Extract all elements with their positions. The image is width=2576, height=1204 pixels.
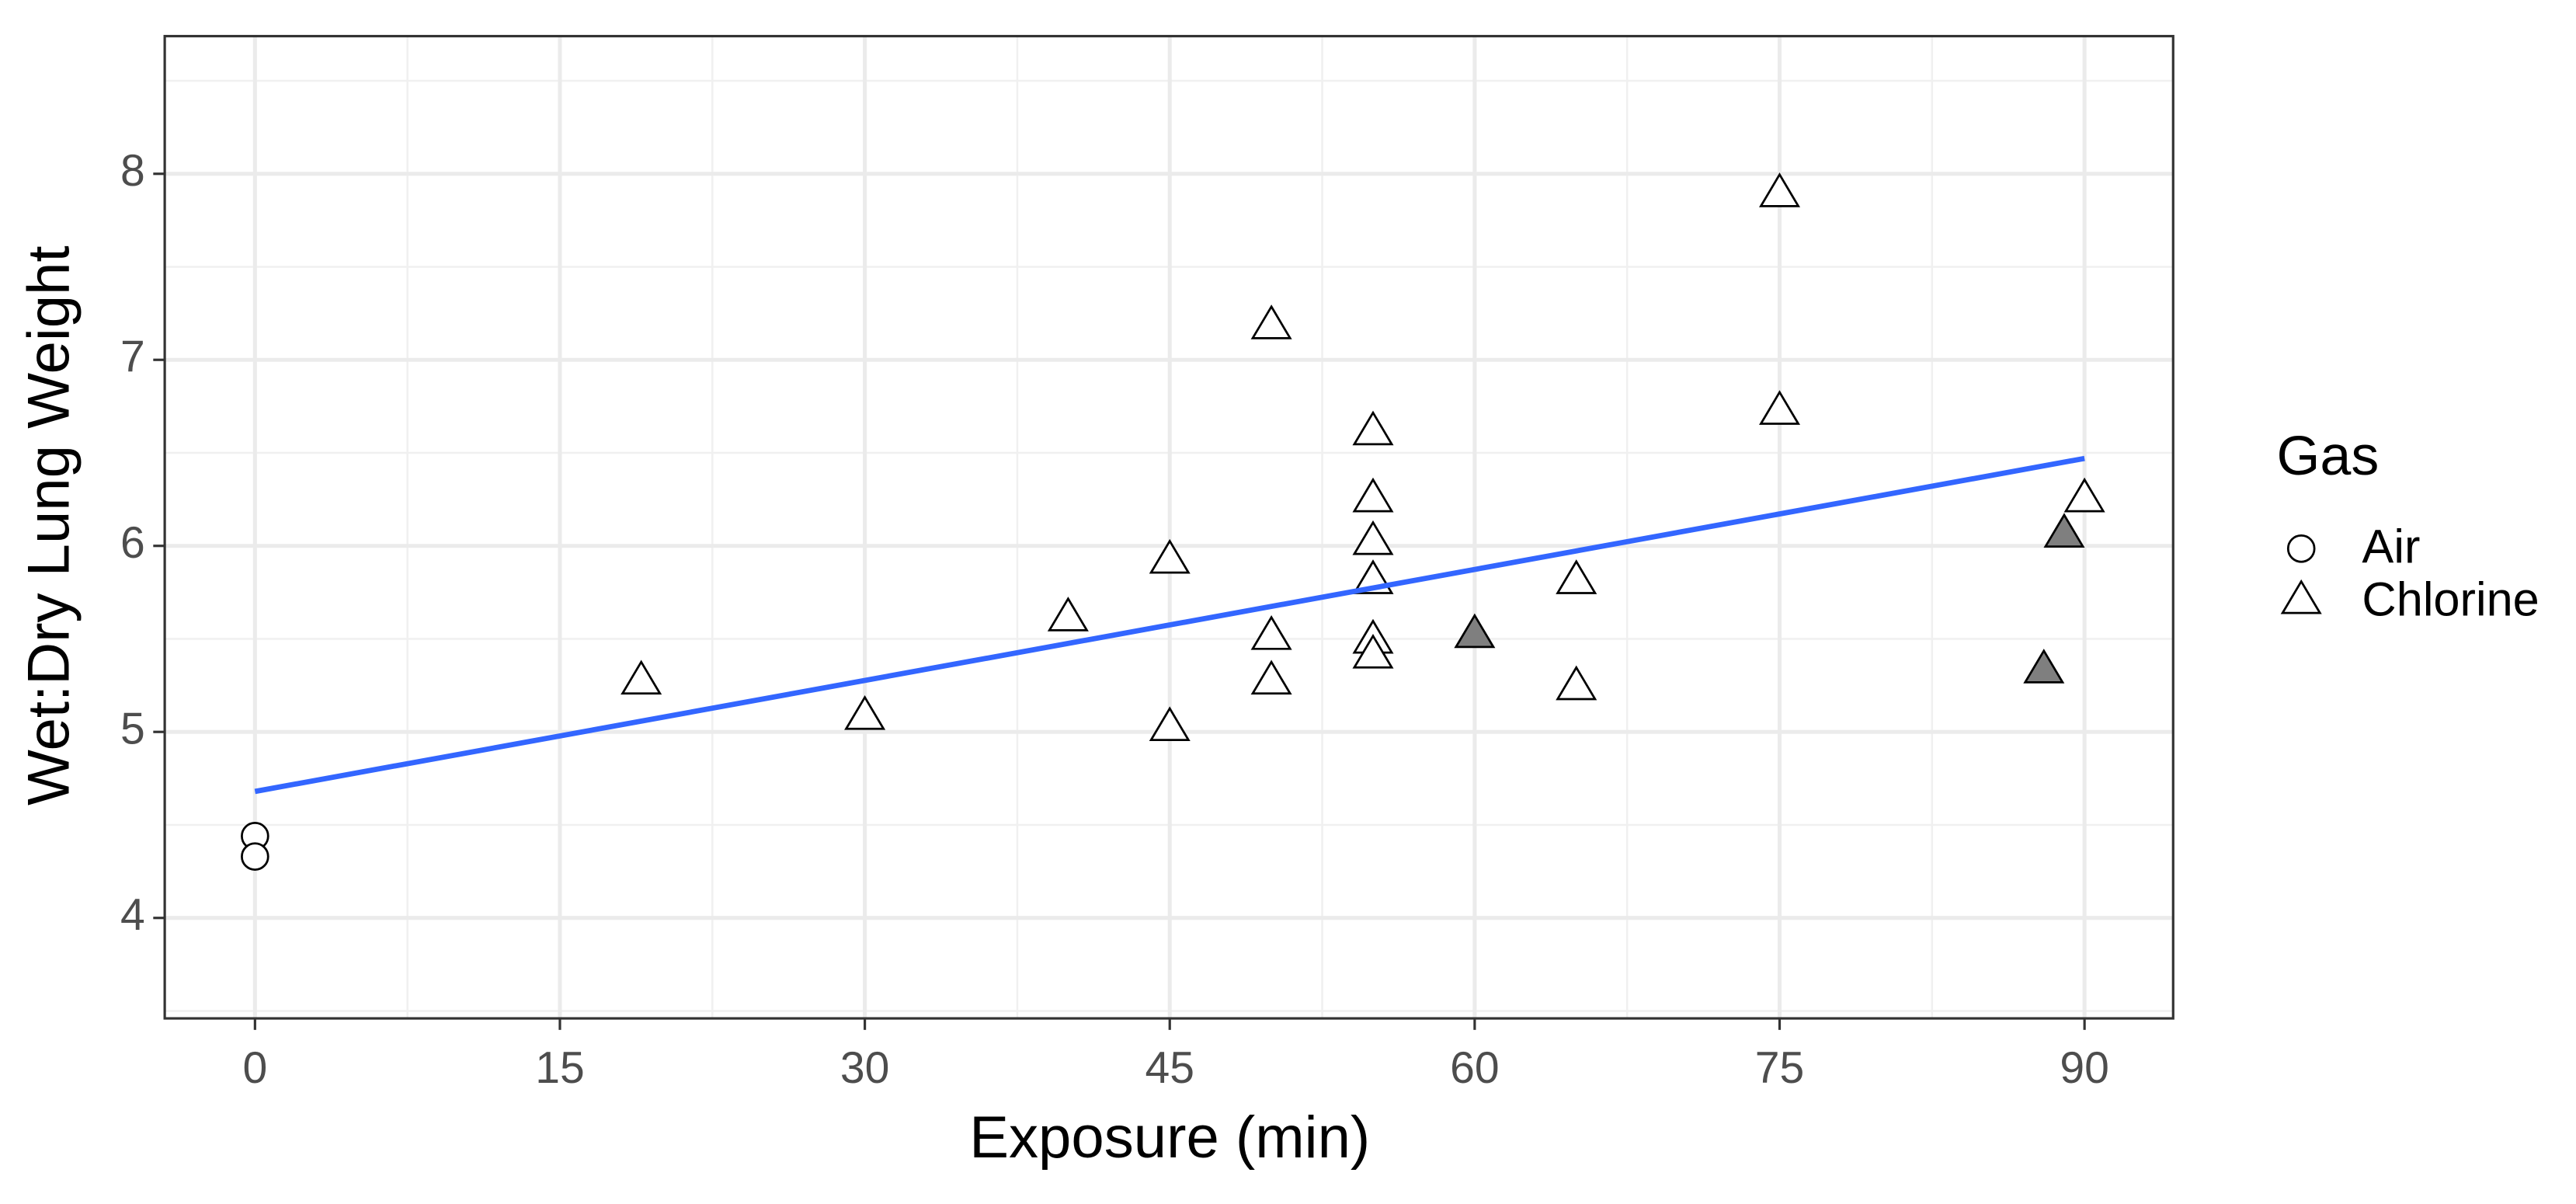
- point: [1352, 477, 1394, 513]
- point: [844, 695, 886, 730]
- point: [1556, 665, 1597, 701]
- point: [1758, 390, 1801, 425]
- x-axis-title: Exposure (min): [969, 1105, 1370, 1171]
- point: [1352, 520, 1394, 555]
- y-tick-label: 5: [120, 704, 145, 753]
- y-tick-label: 4: [120, 890, 145, 940]
- x-tick-label: 75: [1755, 1043, 1805, 1093]
- legend-title: Gas: [2276, 425, 2379, 487]
- point: [1149, 706, 1191, 742]
- point: [1047, 597, 1089, 632]
- marks: [241, 172, 2105, 871]
- point: [1352, 410, 1394, 446]
- fit-line: [254, 455, 2085, 795]
- point: [2063, 477, 2105, 513]
- y-tick-label: 6: [120, 518, 145, 568]
- x-tick-label: 90: [2060, 1043, 2109, 1093]
- legend-label: Chlorine: [2362, 572, 2539, 625]
- point: [241, 842, 269, 871]
- legend-label: Air: [2362, 520, 2420, 573]
- point: [621, 659, 662, 695]
- x-tick-label: 45: [1145, 1043, 1194, 1093]
- point: [2043, 513, 2085, 548]
- point: [1250, 615, 1292, 650]
- point: [1250, 659, 1292, 695]
- y-tick-label: 7: [120, 332, 145, 381]
- legend-marker: [2286, 534, 2316, 563]
- point: [1454, 613, 1496, 649]
- y-axis-title: Wet:Dry Lung Weight: [16, 245, 82, 806]
- x-tick-label: 60: [1450, 1043, 1500, 1093]
- point: [1352, 633, 1394, 669]
- point: [1556, 559, 1597, 594]
- point: [1250, 304, 1292, 339]
- point: [2023, 649, 2065, 684]
- x-tick-label: 15: [535, 1043, 585, 1093]
- point: [1149, 538, 1191, 574]
- x-tick-label: 0: [242, 1043, 267, 1093]
- x-tick-label: 30: [840, 1043, 890, 1093]
- y-tick-label: 8: [120, 146, 145, 196]
- point: [1758, 172, 1801, 207]
- legend-marker: [2280, 579, 2322, 614]
